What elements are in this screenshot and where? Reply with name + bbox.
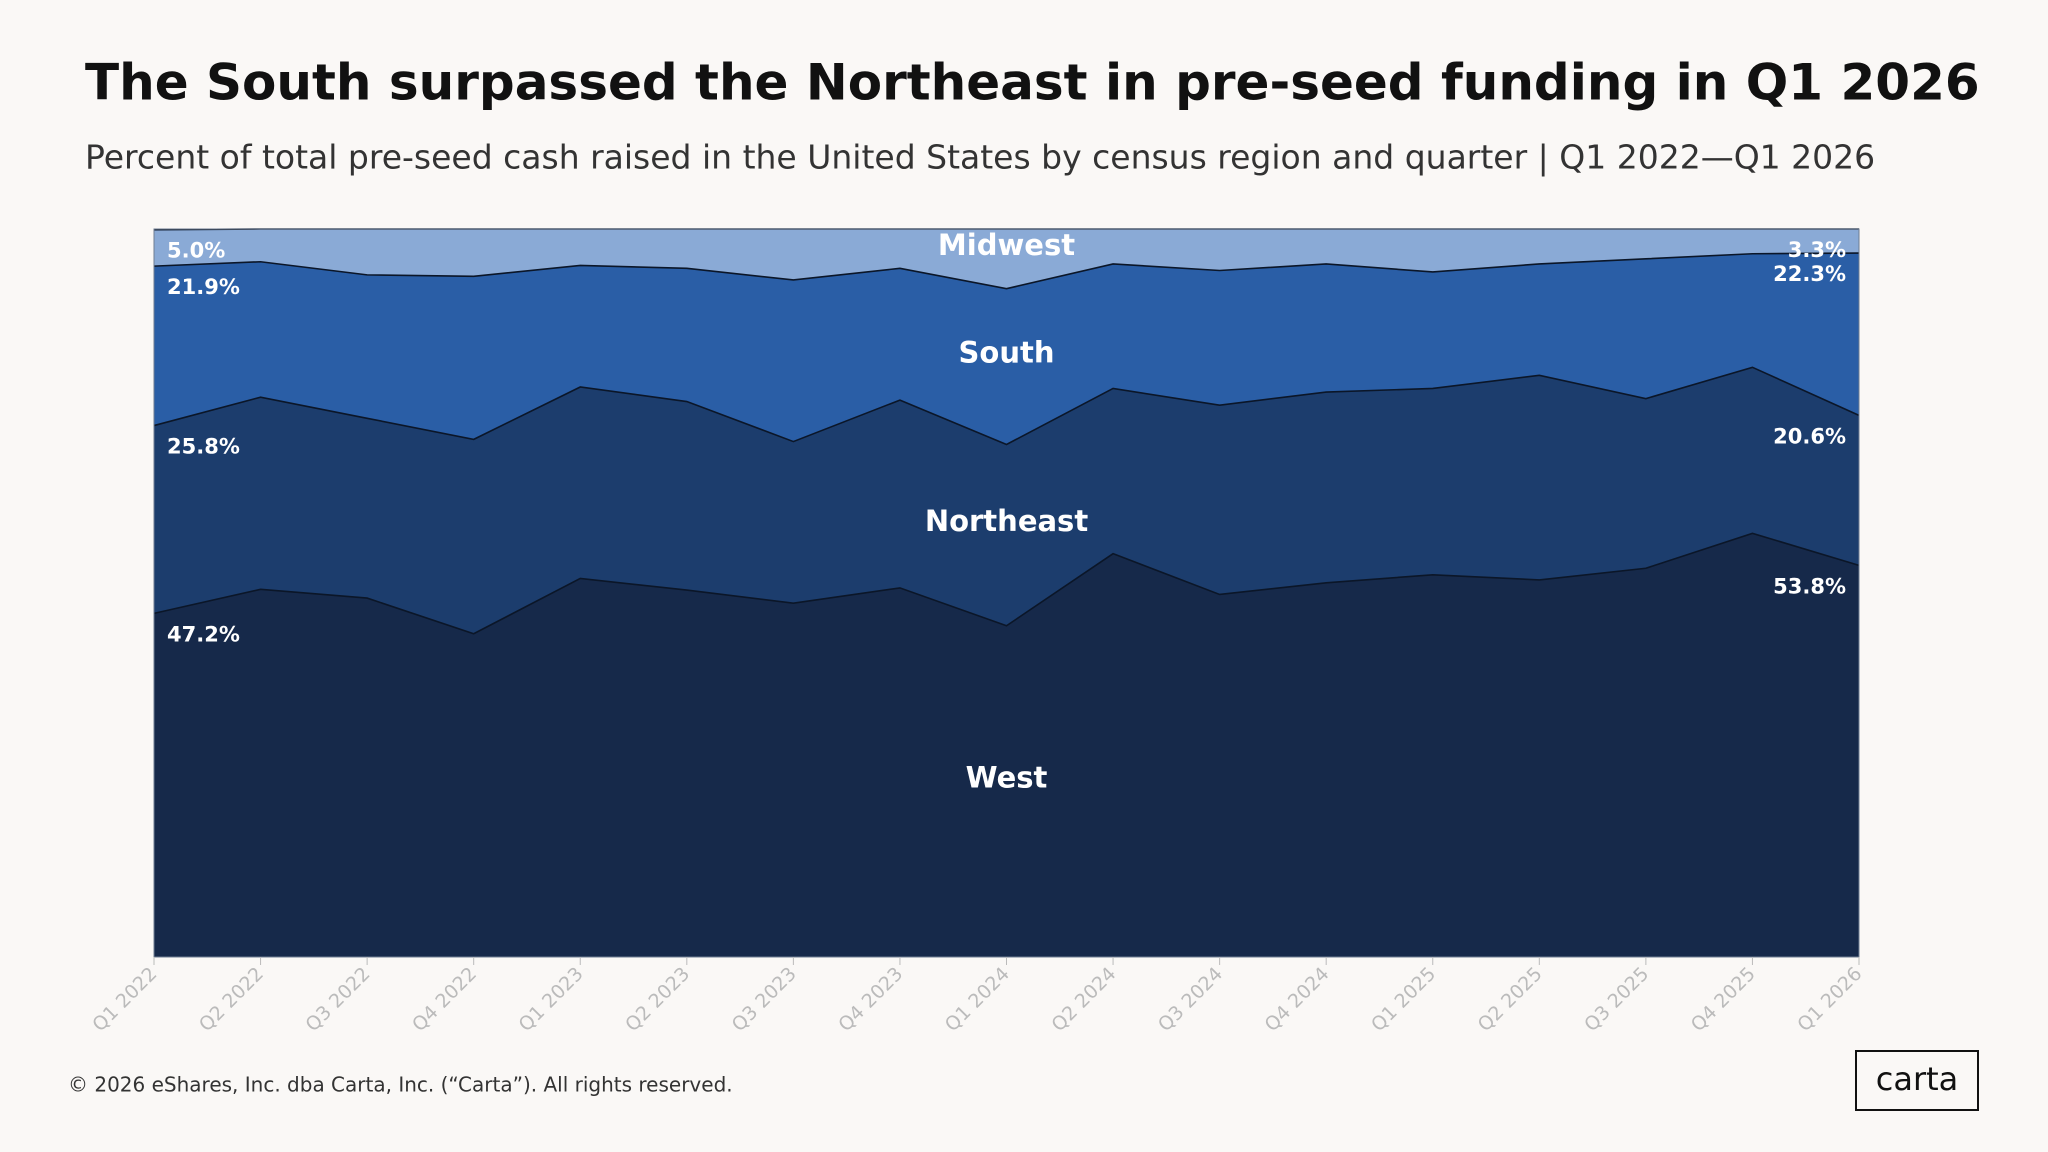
value-label: 47.2% bbox=[167, 622, 240, 646]
series-label: Northeast bbox=[925, 504, 1089, 538]
area bbox=[154, 229, 1859, 289]
area-edge bbox=[153, 366, 1860, 446]
area bbox=[154, 533, 1859, 957]
area bbox=[154, 253, 1859, 445]
logo-box bbox=[1855, 1050, 1979, 1111]
area bbox=[154, 367, 1859, 634]
value-label: 22.3% bbox=[1773, 262, 1846, 286]
value-label: 5.0% bbox=[167, 239, 225, 263]
area-edge bbox=[153, 252, 1860, 290]
logo: carta bbox=[1876, 1060, 1959, 1098]
footer: © 2026 eShares, Inc. dba Carta, Inc. (“C… bbox=[68, 1073, 733, 1097]
value-label: 21.9% bbox=[167, 275, 240, 299]
series-label: South bbox=[959, 336, 1055, 370]
series-label: Midwest bbox=[938, 228, 1075, 262]
value-label: 25.8% bbox=[167, 435, 240, 459]
value-label: 53.8% bbox=[1773, 574, 1846, 598]
area-edge bbox=[153, 532, 1860, 635]
chart-subtitle: Percent of total pre-seed cash raised in… bbox=[85, 138, 1875, 177]
value-label: 20.6% bbox=[1773, 424, 1846, 448]
series-label: West bbox=[966, 760, 1048, 794]
value-label: 3.3% bbox=[1788, 238, 1846, 262]
chart-title: The South surpassed the Northeast in pre… bbox=[85, 54, 1980, 112]
